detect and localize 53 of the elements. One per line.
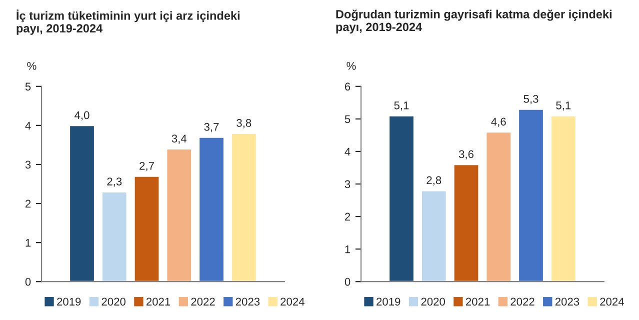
series-label: 2019 — [376, 298, 400, 306]
bar — [198, 136, 225, 282]
legend-label: 2024 — [600, 298, 624, 306]
y-tick-label: 0 — [25, 278, 31, 286]
data-label: 5,1 — [556, 102, 571, 111]
data-label: 5,1 — [394, 102, 409, 111]
y-tick-label: 6 — [345, 82, 350, 91]
legend-label: 2023 — [236, 298, 260, 306]
bar — [101, 191, 128, 282]
bar — [550, 114, 577, 282]
legend-label: 2021 — [466, 298, 490, 306]
bar — [230, 132, 258, 282]
data-label: 2,7 — [140, 162, 154, 172]
y-tick-label: 3 — [344, 180, 350, 188]
bar — [68, 124, 96, 282]
legend-label: 2023 — [555, 298, 580, 306]
legend-label: 2020 — [421, 298, 445, 306]
bar — [485, 131, 512, 282]
y-tick-label: 4 — [25, 122, 31, 130]
data-label: 3,7 — [204, 122, 219, 132]
y-tick-label: 5 — [25, 82, 31, 91]
data-label: 3,8 — [236, 119, 252, 128]
legend-label: 2020 — [102, 298, 126, 306]
y-tick-label: 3 — [25, 160, 31, 169]
y-tick-label: 5 — [344, 115, 350, 124]
bar — [452, 164, 480, 282]
bar — [388, 114, 415, 282]
y-axis-title: % — [346, 62, 356, 70]
y-axis-title: % — [27, 62, 36, 70]
bar — [133, 175, 160, 282]
legend-label: 2021 — [146, 298, 170, 306]
legend-label: 2019 — [57, 298, 81, 306]
y-tick-label: 2 — [345, 212, 350, 221]
data-label: 5,3 — [524, 94, 538, 104]
data-label: 4,6 — [491, 118, 506, 127]
bar — [166, 148, 192, 282]
bar — [420, 190, 448, 282]
y-tick-label: 4 — [344, 148, 350, 156]
data-label: 3,6 — [458, 150, 474, 160]
y-tick-label: 1 — [26, 238, 31, 247]
y-tick-label: 1 — [345, 245, 350, 254]
bar — [518, 108, 544, 282]
data-label: 4,0 — [74, 111, 90, 120]
legend-label: 2022 — [191, 298, 215, 306]
chart-title: Doğrudan turizmin gayrisafi katma değer içindeki payı, 2019-2024 — [336, 10, 612, 34]
data-label: 3,4 — [172, 134, 187, 144]
data-label: 2,3 — [107, 178, 122, 187]
legend-label: 2022 — [510, 298, 534, 306]
y-tick-label: 0 — [344, 278, 350, 286]
chart-title: İç turizm tüketiminin yurt içi arz içindeki payı, 2019-2024 — [16, 10, 240, 35]
legend-label: 2024 — [280, 298, 304, 306]
y-tick-label: 2 — [26, 200, 31, 208]
data-label: 2,8 — [426, 176, 442, 186]
